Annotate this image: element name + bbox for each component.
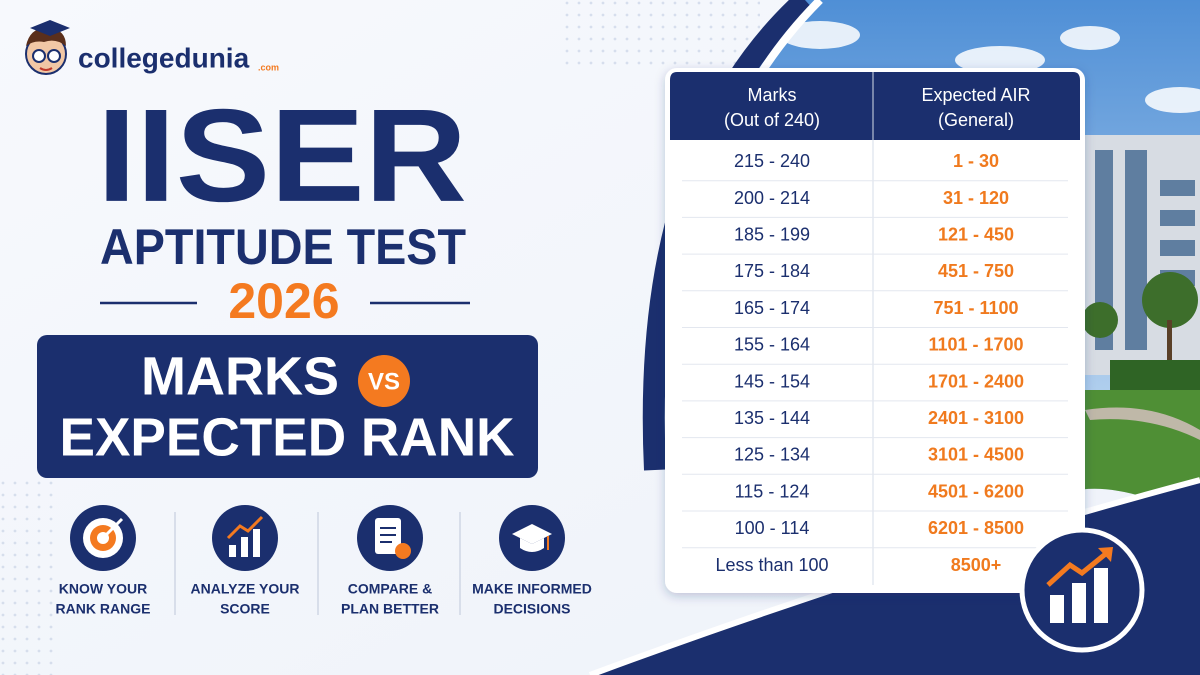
column-header: (Out of 240)	[724, 110, 820, 130]
rank-cell: 121 - 450	[938, 225, 1014, 245]
subtitle: APTITUDE TEST	[100, 219, 466, 275]
rank-cell: 4501 - 6200	[928, 481, 1024, 501]
rank-cell: 751 - 1100	[933, 298, 1018, 318]
table-card	[665, 68, 1085, 593]
rank-cell: 2401 - 3100	[928, 408, 1024, 428]
logo	[25, 20, 70, 75]
year: 2026	[228, 273, 339, 329]
growth-badge	[1019, 527, 1145, 653]
column-header: (General)	[938, 110, 1014, 130]
marks-cell: Less than 100	[715, 555, 828, 575]
feature-label: DECISIONS	[493, 601, 570, 617]
marks-cell: 125 - 134	[734, 445, 810, 465]
marks-cell: 115 - 124	[735, 481, 810, 501]
vs-text: VS	[368, 368, 400, 395]
feature-label: PLAN BETTER	[341, 601, 439, 617]
feature-label: KNOW YOUR	[59, 581, 147, 597]
marks-cell: 165 - 174	[734, 298, 810, 318]
table-header	[670, 72, 1080, 140]
logo-suffix: .com	[258, 62, 279, 72]
title: IISER	[97, 82, 467, 229]
rank-cell: 3101 - 4500	[928, 445, 1024, 465]
rank-cell: 1 - 30	[953, 151, 999, 171]
marks-cell: 100 - 114	[735, 518, 810, 538]
feature-label: COMPARE &	[348, 581, 433, 597]
table-body: Marks (Out of 240) Expected AIR (General) 21…	[682, 85, 1068, 575]
rank-cell: 31 - 120	[943, 188, 1009, 208]
banner-text: EXPECTED RANK	[60, 407, 515, 467]
marks-cell: 185 - 199	[734, 225, 810, 245]
feature-label: ANALYZE YOUR	[191, 581, 300, 597]
feature-label: SCORE	[220, 601, 270, 617]
marks-cell: 200 - 214	[734, 188, 810, 208]
dot-pattern	[560, 0, 760, 70]
marks-cell: 145 - 154	[734, 371, 810, 391]
rank-cell: 6201 - 8500	[928, 518, 1024, 538]
rank-cell: 1701 - 2400	[928, 371, 1024, 391]
banner-text: MARKS	[141, 346, 339, 406]
marks-cell: 135 - 144	[734, 408, 810, 428]
marks-cell: 175 - 184	[734, 261, 810, 281]
column-header: Expected AIR	[921, 85, 1030, 105]
banner	[37, 335, 538, 478]
dot-pattern	[0, 480, 60, 675]
feature-label: RANK RANGE	[56, 601, 151, 617]
marks-cell: 155 - 164	[734, 335, 810, 355]
logo-text: collegedunia	[78, 42, 250, 73]
vs-badge	[358, 355, 410, 407]
column-header: Marks	[748, 85, 797, 105]
marks-cell: 215 - 240	[734, 151, 810, 171]
rank-cell: 8500+	[951, 555, 1002, 575]
feature-label: MAKE INFORMED	[472, 581, 592, 597]
feature-icons	[70, 505, 565, 615]
rank-cell: 1101 - 1700	[928, 335, 1023, 355]
rank-cell: 451 - 750	[938, 261, 1014, 281]
